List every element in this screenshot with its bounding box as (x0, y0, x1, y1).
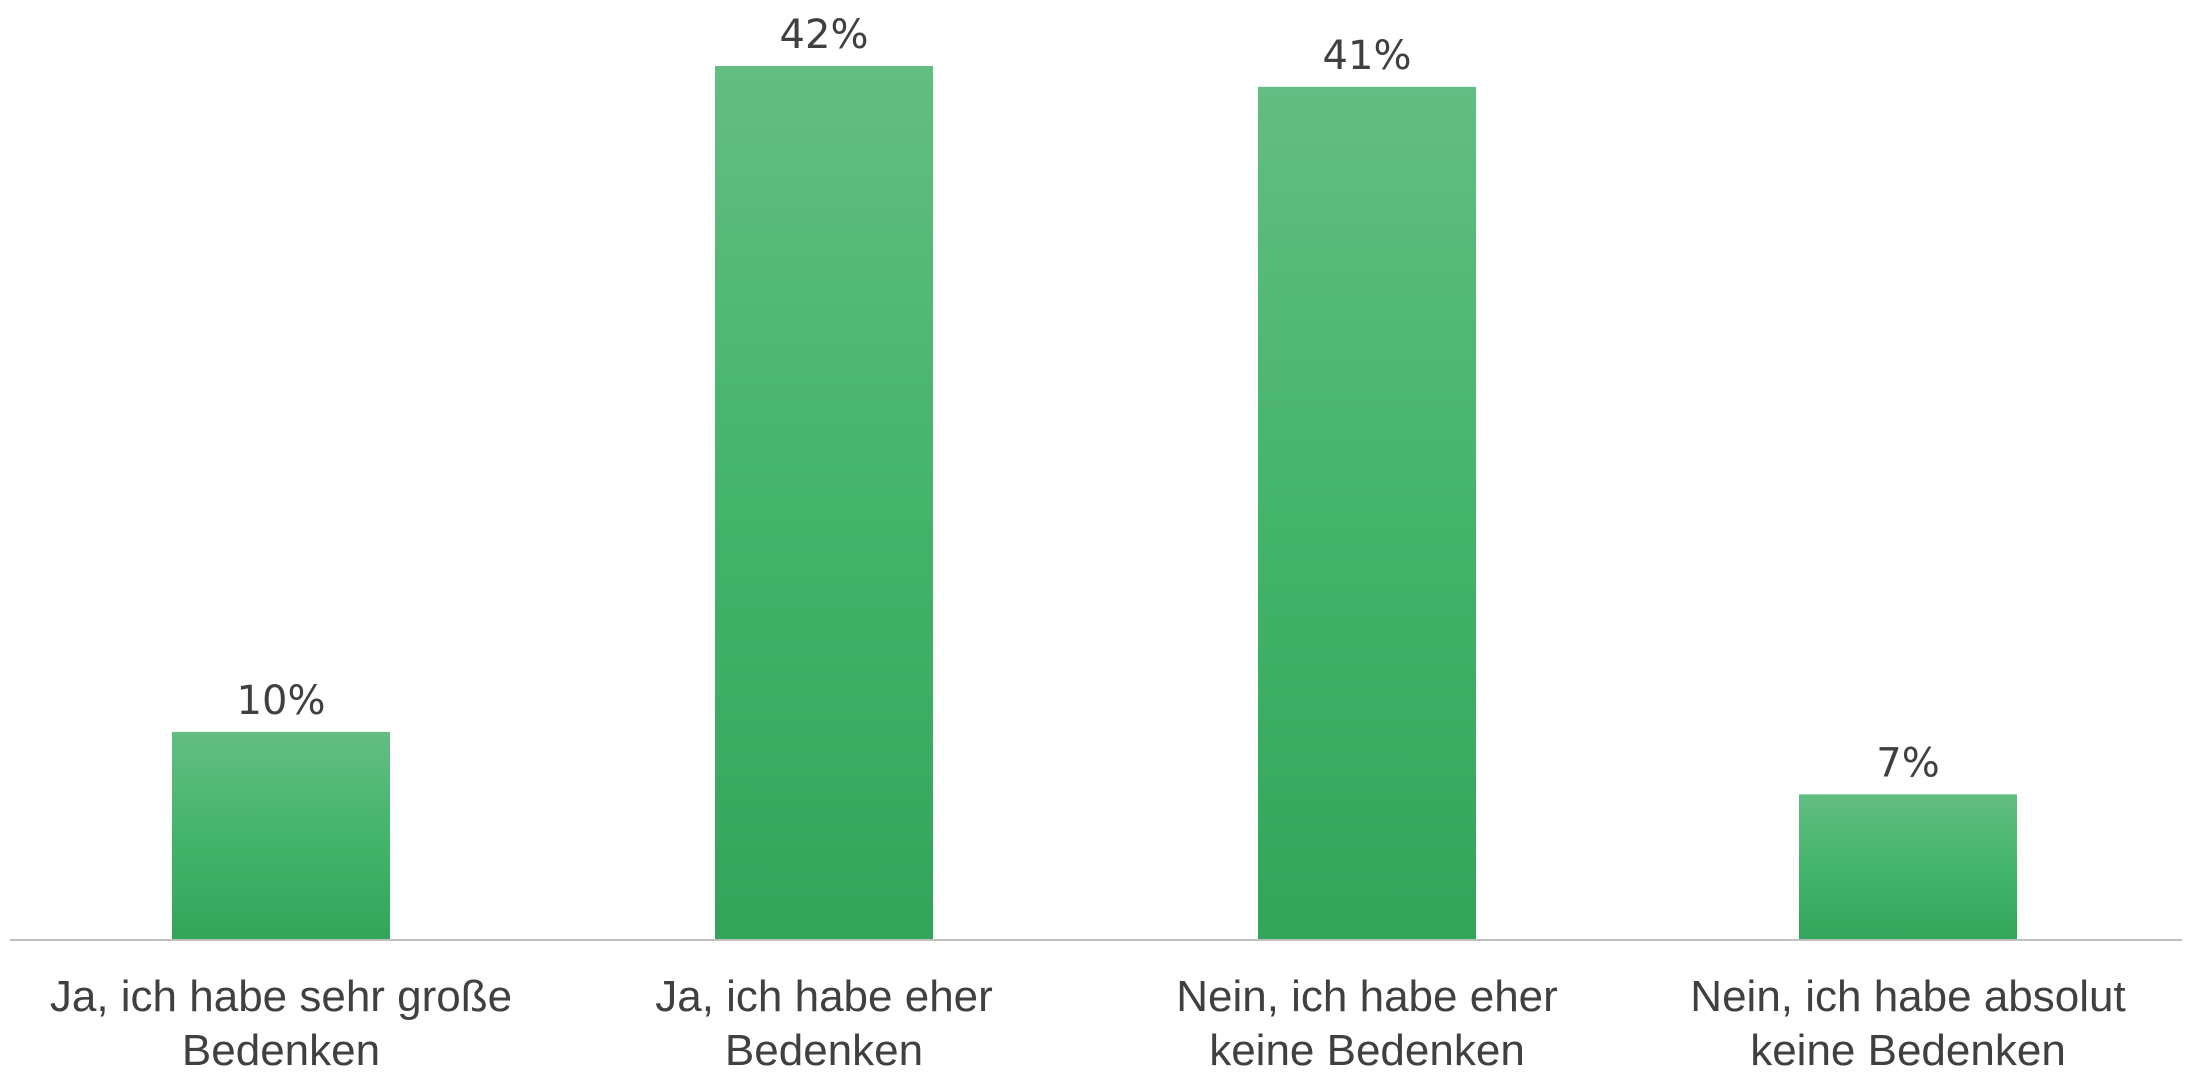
category-label-4: Nein, ich habe absolut keine Bedenken (1690, 972, 2125, 1072)
category-label-3-line-1: Nein, ich habe eher (1176, 972, 1558, 1021)
value-label-2: 42% (780, 12, 869, 58)
bar-4 (1799, 794, 2017, 940)
category-label-3-line-2: keine Bedenken (1209, 1026, 1525, 1072)
category-label-1: Ja, ich habe sehr große Bedenken (50, 972, 512, 1072)
category-label-1-line-1: Ja, ich habe sehr große (50, 972, 512, 1021)
bar-2 (715, 66, 933, 940)
value-label-1: 10% (237, 678, 326, 724)
category-label-2: Ja, ich habe eher Bedenken (655, 972, 993, 1072)
category-label-2-line-2: Bedenken (725, 1026, 923, 1072)
value-labels-group: 10% 42% 41% 7% (237, 12, 1940, 786)
category-label-1-line-2: Bedenken (182, 1026, 380, 1072)
value-label-4: 7% (1876, 740, 1939, 786)
category-label-3: Nein, ich habe eher keine Bedenken (1176, 972, 1558, 1072)
category-label-4-line-2: keine Bedenken (1750, 1026, 2066, 1072)
bars-group (172, 66, 2017, 941)
value-label-3: 41% (1323, 33, 1412, 79)
bar-3 (1258, 86, 1476, 941)
bar-1 (172, 731, 390, 940)
category-label-4-line-1: Nein, ich habe absolut (1690, 972, 2125, 1021)
category-label-2-line-1: Ja, ich habe eher (655, 972, 993, 1021)
